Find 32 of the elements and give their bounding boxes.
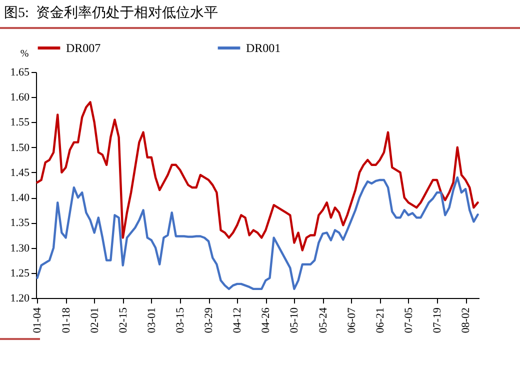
x-tick-label: 06-21 <box>374 308 386 334</box>
y-tick-label: 1.50 <box>10 142 30 154</box>
x-tick-label: 02-01 <box>88 308 101 334</box>
legend-label: DR001 <box>246 41 281 55</box>
x-tick-label: 02-15 <box>117 307 130 334</box>
x-tick-label: 05-10 <box>288 307 301 334</box>
x-tick-label: 03-15 <box>174 307 186 334</box>
x-tick-label: 01-18 <box>60 307 72 334</box>
x-tick-label: 03-29 <box>203 307 216 334</box>
x-tick-label: 05-24 <box>317 307 330 334</box>
y-tick-label: 1.40 <box>10 192 30 204</box>
x-tick-label: 01-04 <box>32 307 44 334</box>
line-series <box>36 101 479 252</box>
x-tick-label: 08-02 <box>460 308 472 334</box>
y-axis-title: % <box>20 48 29 60</box>
chart-title: 图5: 资金利率仍处于相对低位水平 <box>4 4 218 22</box>
x-tick-label: 04-26 <box>260 307 272 334</box>
y-tick-label: 1.25 <box>10 267 30 280</box>
y-tick-label: 1.20 <box>10 292 30 304</box>
x-tick-label: 07-05 <box>402 307 415 334</box>
x-tick-label: 04-12 <box>232 308 244 334</box>
x-tick-label: 03-01 <box>146 308 158 334</box>
y-tick-label: 1.45 <box>10 166 30 179</box>
x-tick-label: 07-19 <box>431 307 444 334</box>
y-tick-label: 1.35 <box>10 217 30 230</box>
x-tick-label: 06-07 <box>346 307 358 334</box>
y-tick-label: 1.60 <box>10 92 30 104</box>
y-tick-label: 1.65 <box>10 66 30 78</box>
legend-label: DR007 <box>66 41 101 55</box>
line-series <box>36 176 479 290</box>
y-tick-label: 1.30 <box>10 242 30 254</box>
y-tick-label: 1.55 <box>10 116 30 129</box>
